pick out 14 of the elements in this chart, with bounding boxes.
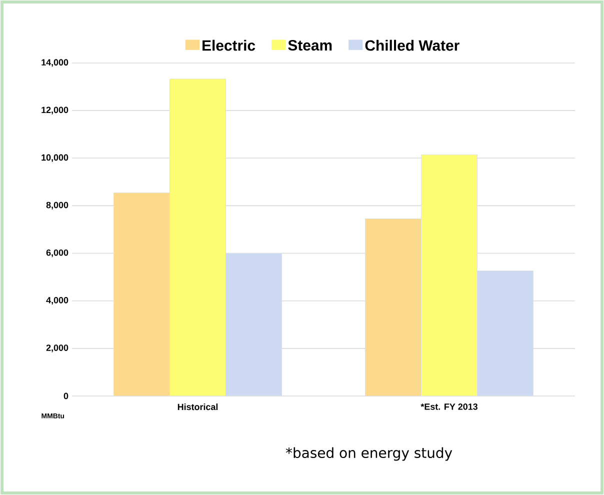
y-tick-label: 4,000 [46,297,68,305]
y-tick-label: 12,000 [42,106,68,114]
y-tick-label: 8,000 [46,202,68,210]
y-tick-label: 0 [64,392,68,400]
legend-label: Chilled Water [365,40,460,51]
x-tick-label: Historical [178,404,218,410]
text: *based on energy study [286,447,452,461]
y-tick-label: 6,000 [46,249,68,258]
y-tick-label: 10,000 [42,154,68,162]
y-tick-label: 2,000 [46,344,68,352]
legend-label: Steam [288,40,332,51]
y-tick-label: 14,000 [42,59,68,67]
x-tick-label: *Est. FY 2013 [420,404,478,410]
legend-label: Electric [202,40,256,51]
